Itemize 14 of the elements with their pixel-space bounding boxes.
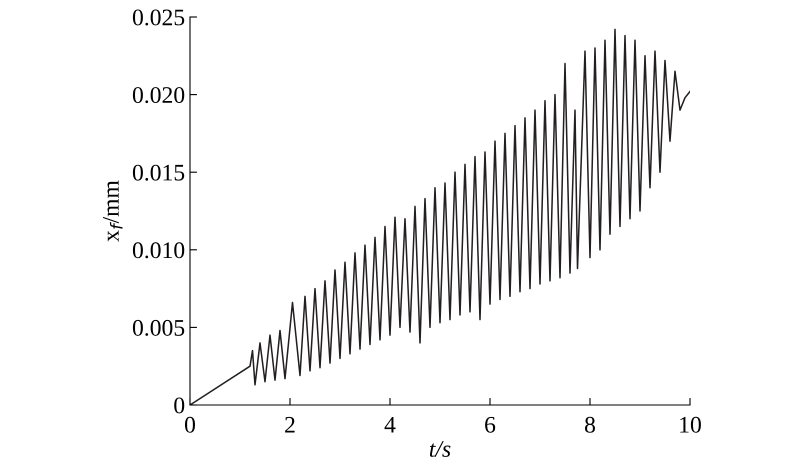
x-axis-title: t/s xyxy=(430,441,450,457)
x-tick-label: 10 xyxy=(680,416,701,433)
y-tick-label: 0.015 xyxy=(132,164,184,181)
x-tick-label: 0 xyxy=(184,416,196,433)
x-tick-label: 8 xyxy=(584,416,596,433)
x-tick-label: 4 xyxy=(384,416,396,432)
x-tick-label: 2 xyxy=(285,416,295,432)
y-tick-label: 0.020 xyxy=(132,87,184,104)
y-tick-label: 0.010 xyxy=(132,242,184,258)
y-tick-label: 0.005 xyxy=(132,320,184,336)
y-axis-title: x$_{f}$/mm xyxy=(103,180,123,242)
x-tick-label: 6 xyxy=(485,416,496,433)
y-tick-label: 0 xyxy=(174,397,184,414)
y-tick-label: 0.025 xyxy=(132,9,184,26)
